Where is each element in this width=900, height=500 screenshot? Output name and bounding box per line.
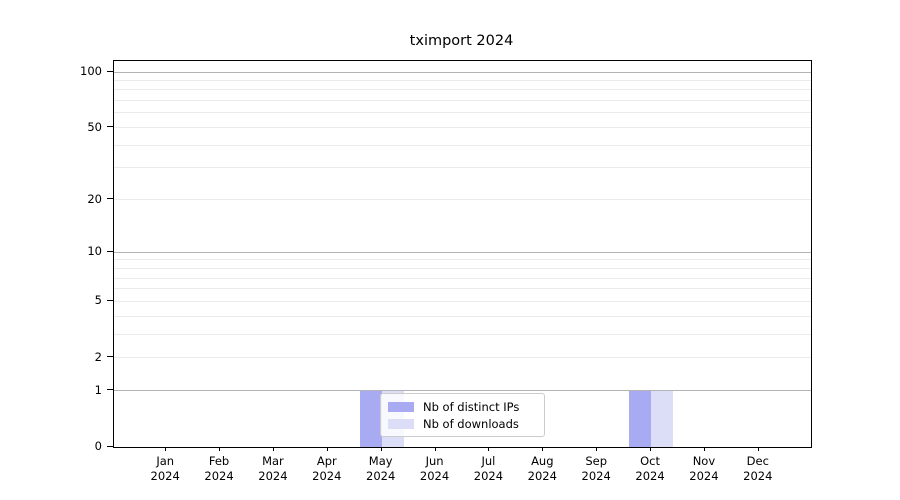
xtick-mark-feb [219,447,221,451]
xtick-label-sep: Sep 2024 [581,454,611,483]
xtick-mark-jul [488,447,490,451]
legend-item-downloads: Nb of downloads [388,415,537,432]
gridline-30 [114,167,811,169]
gridline-4 [114,315,811,317]
gridline-9 [114,259,811,261]
legend-label-downloads: Nb of downloads [423,416,519,431]
ytick-mark-100 [107,70,113,72]
gridline-8 [114,267,811,269]
ytick-mark-10 [107,250,113,252]
xtick-mark-jun [434,447,436,451]
ytick-mark-5 [107,299,113,301]
bar-may-distinct-ips [359,390,382,447]
bar-oct-distinct-ips [629,390,652,447]
gridline-70 [114,100,811,102]
xtick-mark-nov [703,447,705,451]
xtick-label-jan: Jan 2024 [150,454,180,483]
gridline-7 [114,277,811,279]
ytick-label-50: 50 [87,119,102,134]
ytick-label-0: 0 [94,439,102,453]
bar-oct-downloads [651,390,674,447]
ytick-label-10: 10 [87,244,102,259]
xtick-label-feb: Feb 2024 [204,454,234,483]
xtick-mark-aug [542,447,544,451]
gridline-40 [114,144,811,146]
xtick-label-apr: Apr 2024 [312,454,342,483]
xtick-label-aug: Aug 2024 [527,454,557,483]
ytick-mark-50 [107,126,113,128]
xtick-mark-apr [326,447,328,451]
chart-title: tximport 2024 [409,33,514,49]
gridline-1 [114,390,811,392]
plot-area [113,60,812,448]
legend-swatch-downloads [388,418,414,429]
gridline-90 [114,79,811,81]
xtick-label-jun: Jun 2024 [419,454,450,483]
ytick-mark-1 [107,389,113,391]
xtick-mark-may [380,447,382,451]
gridline-6 [114,288,811,290]
gridline-50 [114,127,811,129]
xtick-label-jul: Jul 2024 [473,454,504,483]
ytick-mark-2 [107,356,113,358]
xtick-label-dec: Dec 2024 [743,454,773,483]
ytick-label-5: 5 [94,293,102,308]
xtick-mark-dec [757,447,759,451]
ytick-label-1: 1 [94,382,102,397]
xtick-mark-oct [650,447,652,451]
gridline-80 [114,89,811,91]
gridline-10 [114,251,811,253]
gridline-5 [114,300,811,302]
legend: Nb of distinct IPs Nb of downloads [380,393,545,437]
gridline-20 [114,199,811,201]
xtick-label-may: May 2024 [366,454,396,483]
xtick-label-nov: Nov 2024 [689,454,719,483]
xtick-label-mar: Mar 2024 [258,454,288,483]
ytick-label-2: 2 [94,349,102,364]
legend-label-distinct-ips: Nb of distinct IPs [423,399,520,414]
gridline-2 [114,357,811,359]
xtick-mark-jan [165,447,167,451]
xtick-label-oct: Oct 2024 [635,454,665,483]
xtick-mark-sep [596,447,598,451]
gridline-60 [114,112,811,114]
legend-swatch-distinct-ips [388,401,414,412]
ytick-label-100: 100 [80,64,102,78]
ytick-mark-20 [107,198,113,200]
xtick-mark-mar [272,447,274,451]
gridline-3 [114,333,811,335]
ytick-label-20: 20 [87,191,102,206]
ytick-mark-0 [107,445,113,447]
legend-item-distinct-ips: Nb of distinct IPs [388,398,537,415]
gridline-100 [114,71,811,73]
